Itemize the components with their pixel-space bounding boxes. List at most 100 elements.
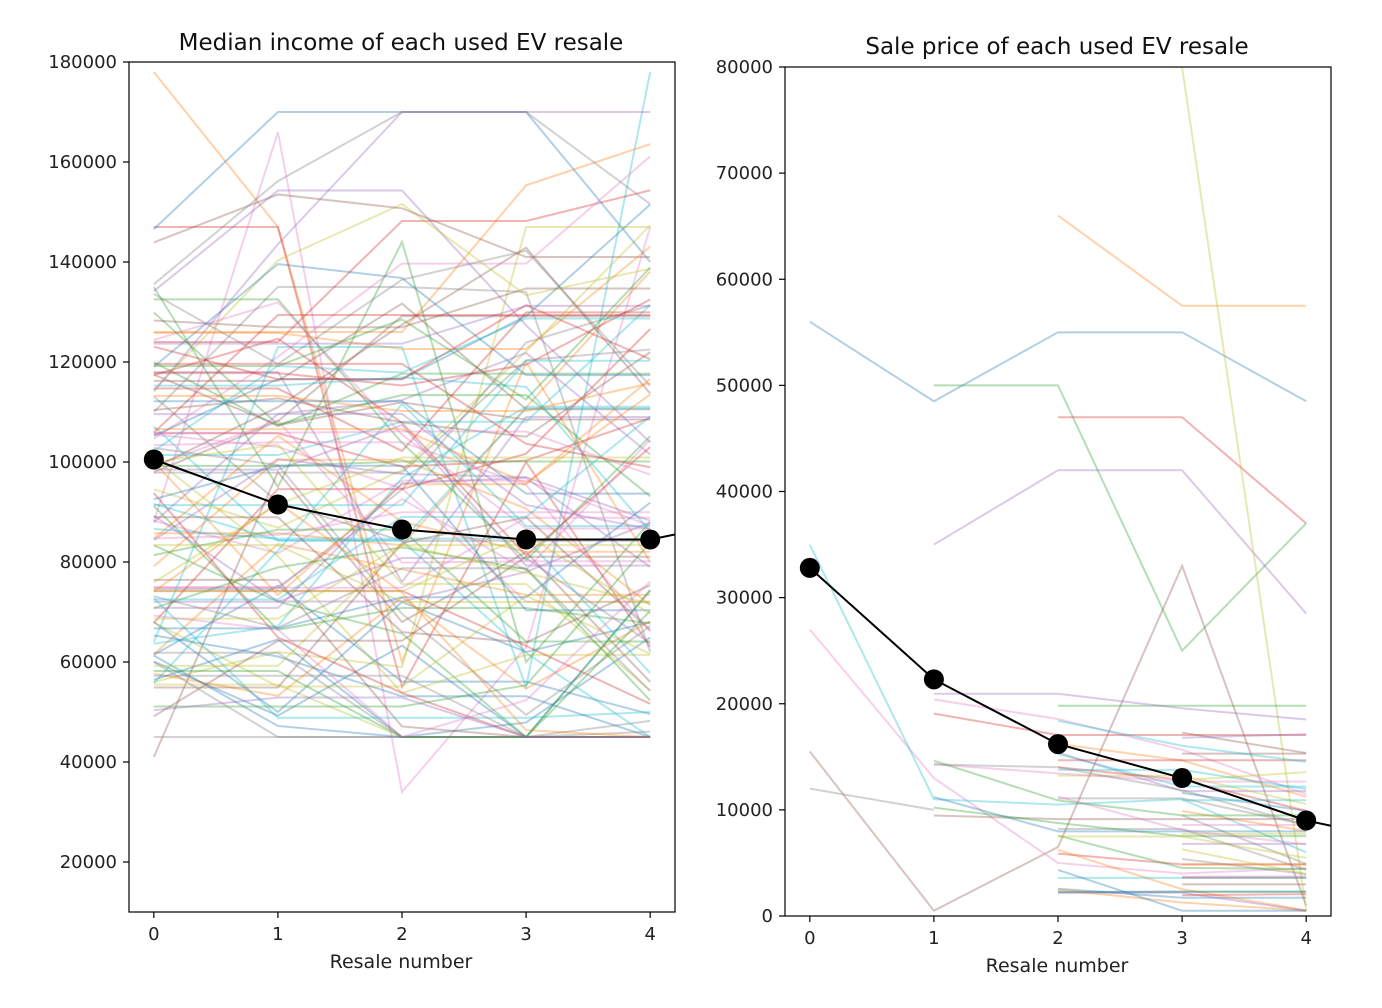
price-plot-frame — [784, 66, 1332, 917]
price-chart-xlabel: Resale number — [986, 955, 1129, 977]
background-series-line — [153, 543, 651, 620]
background-series-line — [153, 546, 651, 702]
background-series-line — [153, 393, 651, 485]
background-series-line — [153, 245, 651, 351]
background-series-line — [153, 555, 651, 718]
x-tick-label: 4 — [644, 924, 655, 945]
background-series-line — [153, 634, 651, 738]
background-series-line — [153, 361, 651, 428]
background-series-line — [153, 417, 651, 468]
background-series-line — [153, 600, 651, 714]
background-series-line — [153, 315, 651, 474]
background-series-line — [153, 476, 651, 609]
background-series-line — [153, 302, 651, 411]
background-series-line — [1057, 849, 1307, 912]
y-tick-label: 30000 — [716, 588, 773, 609]
background-series-line — [153, 303, 651, 381]
background-series-line — [153, 371, 651, 584]
background-series-line — [153, 362, 651, 469]
background-series-line — [153, 226, 651, 683]
background-series-line — [1181, 810, 1307, 832]
background-series-line — [933, 763, 1307, 783]
income-chart-xlabel: Resale number — [330, 951, 473, 973]
background-series-line — [809, 320, 1307, 403]
background-series-line — [153, 544, 651, 603]
background-series-line — [153, 301, 651, 530]
background-series-line — [153, 143, 651, 334]
background-series-line — [153, 405, 651, 645]
background-series-line — [153, 651, 651, 738]
price-chart-title: Sale price of each used EV resale — [865, 34, 1248, 60]
y-tick-label: 0 — [762, 906, 773, 927]
background-series-line — [153, 610, 651, 738]
background-series-line — [153, 415, 651, 601]
background-series-line — [153, 262, 651, 377]
background-series-line — [153, 317, 651, 452]
y-tick-label: 40000 — [60, 752, 117, 773]
median-point — [1172, 768, 1193, 789]
background-series-line — [153, 376, 651, 533]
background-series-line — [153, 636, 651, 739]
background-series-line — [153, 439, 651, 588]
background-series-line — [153, 589, 651, 739]
background-series-line — [153, 311, 651, 498]
background-series-line — [1058, 797, 1307, 826]
x-tick-label: 1 — [928, 928, 939, 949]
background-series-line — [153, 567, 651, 692]
background-series-line — [933, 698, 1307, 796]
background-series-line — [153, 719, 651, 738]
background-series-line — [933, 384, 1307, 653]
median-point — [640, 529, 661, 550]
x-tick-label: 3 — [1176, 928, 1187, 949]
y-tick-label: 180000 — [48, 52, 117, 73]
background-series-line — [153, 516, 651, 644]
background-series-line — [933, 763, 1307, 827]
y-tick-label: 100000 — [48, 452, 117, 473]
background-series-line — [152, 239, 651, 665]
background-series-line — [1057, 868, 1307, 912]
background-series-line — [809, 628, 1307, 875]
income-y-ticks: 20000 40000 60000 80000 100000 120000 140000 16… — [48, 52, 129, 873]
background-series-line — [153, 425, 651, 738]
background-series-line — [1181, 857, 1307, 876]
background-series-line — [153, 516, 651, 589]
background-series-line — [809, 563, 1308, 912]
background-series-line — [153, 544, 651, 667]
background-series-line — [153, 111, 651, 263]
y-tick-label: 140000 — [48, 252, 117, 273]
background-series-line — [153, 511, 651, 540]
y-tick-label: 50000 — [716, 375, 773, 396]
background-series-line — [153, 155, 651, 440]
background-series-line — [153, 683, 651, 738]
background-series-line — [1058, 828, 1307, 871]
background-series-line — [153, 433, 651, 603]
background-series-line — [1181, 814, 1307, 865]
background-series-line — [153, 313, 651, 434]
background-series-line — [153, 400, 651, 495]
background-series-line — [1057, 795, 1307, 846]
background-series-line — [153, 514, 651, 603]
background-series-line — [153, 594, 651, 688]
background-series-line — [153, 457, 651, 541]
income-chart: Median income of each used EV resale Res… — [48, 30, 676, 973]
background-series-line — [153, 423, 651, 567]
x-tick-label: 2 — [396, 924, 407, 945]
background-series-line — [153, 654, 651, 738]
background-series-line — [153, 557, 651, 645]
price-x-ticks: 0 1 2 3 4 — [804, 916, 1312, 949]
median-point — [923, 669, 944, 690]
income-x-ticks: 0 1 2 3 4 — [148, 912, 656, 945]
background-series-line — [153, 189, 651, 444]
background-series-line — [1057, 888, 1307, 912]
y-tick-label: 20000 — [60, 852, 117, 873]
y-tick-label: 10000 — [716, 800, 773, 821]
background-series-line — [153, 441, 651, 633]
background-series-line — [1181, 67, 1308, 911]
median-point — [1048, 734, 1068, 755]
median-point — [143, 449, 164, 470]
background-series-line — [153, 298, 651, 562]
background-series-line — [1057, 890, 1307, 894]
median-point — [799, 557, 820, 578]
background-series-line — [152, 131, 652, 795]
background-series-line — [153, 378, 651, 597]
